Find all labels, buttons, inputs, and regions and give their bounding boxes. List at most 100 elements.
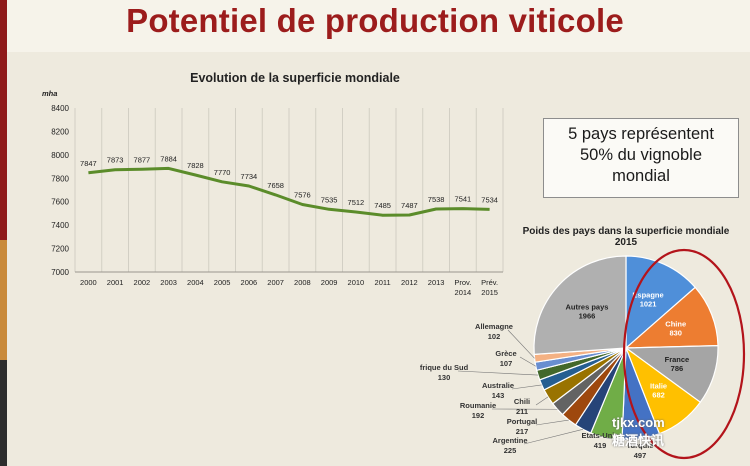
slice-value: 130 — [438, 373, 451, 382]
x-tick-label: 2000 — [80, 278, 97, 287]
slice-label: Etats-Unis — [581, 431, 618, 440]
watermark: tjkx.com 糖酒快讯 — [612, 415, 732, 449]
x-tick-label: 2009 — [321, 278, 338, 287]
pie-title-year: 2015 — [615, 237, 638, 248]
slice-value: 143 — [492, 391, 505, 400]
x-tick-label: 2004 — [187, 278, 204, 287]
data-label: 7770 — [214, 168, 231, 177]
series-line — [88, 166, 490, 217]
data-label: 7828 — [187, 161, 204, 170]
slice-value: 786 — [671, 364, 684, 373]
slice-label: Argentine — [492, 436, 527, 445]
pie-title: Poids des pays dans la superficie mondia… — [523, 226, 730, 237]
data-label: 7658 — [267, 181, 284, 190]
data-label: 7535 — [321, 195, 338, 204]
leader-line — [535, 396, 549, 406]
x-tick-label: 2001 — [107, 278, 124, 287]
y-tick-label: 7400 — [51, 221, 69, 230]
data-label: 7512 — [348, 198, 365, 207]
slice-label: France — [665, 355, 690, 364]
slice-label: Allemagne — [475, 322, 513, 331]
slice-label: Turquie — [627, 441, 654, 450]
line-chart-title: Evolution de la superficie mondiale — [190, 71, 400, 85]
slice-label: Australie — [482, 381, 514, 390]
y-tick-label: 8200 — [51, 127, 69, 136]
y-tick-label: 7600 — [51, 198, 69, 207]
slice-label: Portugal — [507, 417, 537, 426]
leader-line — [507, 329, 535, 359]
slice-label: Espagne — [632, 290, 663, 299]
callout-line-3: mondial — [612, 167, 670, 185]
slice-value: 102 — [488, 332, 501, 341]
slice-value: 211 — [516, 407, 528, 416]
y-tick-label: 7200 — [51, 245, 69, 254]
callout-box: 5 pays représentent 50% du vignoble mond… — [543, 118, 739, 198]
x-tick-label: 2002 — [134, 278, 151, 287]
data-label: 7847 — [80, 159, 97, 168]
y-unit-label: mha — [42, 89, 57, 98]
data-label: 7538 — [428, 195, 445, 204]
leader-line — [606, 437, 615, 440]
y-tick-label: 7000 — [51, 268, 69, 277]
slice-label: Grèce — [495, 349, 516, 358]
watermark-site: tjkx.com — [612, 415, 665, 430]
slice-label: Roumanie — [460, 401, 496, 410]
x-tick-label: 2010 — [348, 278, 365, 287]
accent-bar — [0, 0, 7, 466]
slice-value: 830 — [669, 329, 682, 338]
x-tick-label: 2014 — [455, 288, 472, 297]
data-label: 7541 — [455, 195, 472, 204]
leader-line — [519, 356, 536, 367]
x-tick-label: Prév. — [481, 278, 498, 287]
slice-value: 1021 — [640, 299, 657, 308]
x-tick-label: Prov. — [454, 278, 471, 287]
callout-line-1: 5 pays représentent — [568, 125, 714, 143]
leader-line — [523, 429, 584, 445]
data-label: 7576 — [294, 191, 311, 200]
data-label: 7487 — [401, 201, 418, 210]
slice-value: 225 — [504, 446, 517, 455]
data-label: 7534 — [481, 195, 498, 204]
slice-label: frique du Sud — [420, 363, 469, 372]
pie-slice — [533, 255, 627, 356]
leader-line — [457, 370, 539, 376]
slice-value: 217 — [516, 427, 529, 436]
slice-value: 497 — [634, 451, 647, 460]
title-band — [0, 0, 750, 52]
slice-value: 107 — [500, 359, 513, 368]
slice-label: Chine — [665, 320, 686, 329]
slice-value: 419 — [594, 441, 607, 450]
x-tick-label: 2008 — [294, 278, 311, 287]
slice-value: 682 — [652, 390, 665, 399]
x-tick-label: 2012 — [401, 278, 418, 287]
y-tick-label: 8400 — [51, 104, 69, 113]
data-label: 7884 — [160, 154, 177, 163]
x-tick-label: 2007 — [267, 278, 284, 287]
data-label: 7734 — [241, 172, 258, 181]
y-tick-label: 7800 — [51, 174, 69, 183]
callout-line-2: 50% du vignoble — [579, 146, 702, 164]
x-tick-label: 2011 — [375, 278, 391, 287]
accent-bar-gold — [0, 240, 7, 360]
slice-label: Autres pays — [566, 303, 609, 312]
x-tick-label: 2005 — [214, 278, 231, 287]
x-tick-label: 2015 — [481, 288, 498, 297]
leader-line — [639, 438, 642, 450]
x-tick-label: 2013 — [428, 278, 445, 287]
slice-label: Chili — [514, 397, 530, 406]
slide-title: Potentiel de production viticole — [126, 2, 624, 39]
slice-label: Italie — [650, 381, 667, 390]
x-tick-label: 2006 — [241, 278, 258, 287]
accent-bar-dark — [0, 360, 7, 466]
data-label: 7877 — [134, 155, 151, 164]
data-label: 7485 — [374, 201, 391, 210]
leader-line — [535, 419, 569, 426]
slice-value: 192 — [472, 411, 485, 420]
x-tick-label: 2003 — [160, 278, 177, 287]
slice-value: 1966 — [579, 312, 596, 321]
y-tick-label: 8000 — [51, 151, 69, 160]
highlight-ellipse — [622, 248, 746, 460]
watermark-brand: 糖酒快讯 — [612, 433, 665, 448]
leader-line — [511, 384, 542, 390]
